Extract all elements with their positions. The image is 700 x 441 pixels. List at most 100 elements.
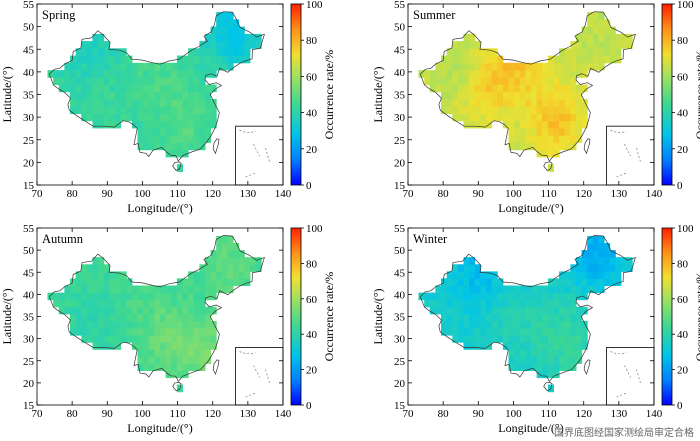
heatmap-cell — [570, 320, 577, 329]
heatmap-cell — [457, 84, 464, 93]
heatmap-cell — [452, 306, 459, 315]
heatmap-cell — [452, 313, 459, 322]
heatmap-cell — [143, 335, 150, 343]
heatmap-cell — [109, 120, 116, 129]
heatmap-cell — [570, 278, 577, 286]
heatmap-cell — [519, 106, 526, 114]
y-tick-label: 30 — [394, 112, 406, 124]
heatmap-cell — [137, 285, 144, 294]
heatmap-cell — [244, 33, 251, 42]
heatmap-cell — [598, 264, 605, 272]
colorbar-tick-label: 20 — [677, 365, 689, 377]
heatmap-cell — [160, 306, 167, 315]
heatmap-cell — [581, 257, 588, 265]
heatmap-cell — [508, 77, 515, 85]
heatmap-cell — [519, 356, 526, 364]
heatmap-cell — [193, 328, 200, 336]
heatmap-cell — [210, 99, 217, 107]
heatmap-cell — [176, 320, 183, 329]
heatmap-cell — [559, 363, 566, 371]
colorbar — [290, 3, 302, 186]
heatmap-cell — [525, 77, 532, 85]
heatmap-cell — [463, 113, 470, 122]
heatmap-cell — [98, 62, 105, 71]
heatmap-cell — [188, 328, 195, 336]
heatmap-cell — [86, 285, 93, 294]
heatmap-cell — [131, 342, 138, 350]
heatmap-cell — [131, 113, 138, 122]
heatmap-cell — [165, 99, 172, 107]
heatmap-cell — [171, 320, 178, 329]
heatmap-cell — [576, 349, 583, 357]
heatmap-cell — [519, 62, 526, 71]
heatmap-cell — [564, 313, 571, 322]
heatmap-cell — [497, 84, 504, 93]
heatmap-cell — [75, 62, 82, 71]
heatmap-cell — [227, 278, 234, 286]
y-tick-label: 55 — [394, 223, 406, 235]
heatmap-cell — [542, 70, 549, 78]
heatmap-cell — [514, 70, 521, 78]
y-tick-label: 40 — [23, 67, 35, 79]
heatmap-cell — [486, 335, 493, 343]
heatmap-cell — [160, 335, 167, 343]
heatmap-cell — [115, 285, 122, 294]
heatmap-cell — [171, 113, 178, 122]
y-tick-label: 20 — [394, 378, 406, 390]
heatmap-cell — [547, 142, 554, 151]
colorbar-tick-label: 80 — [677, 258, 689, 270]
colorbar-tick-label: 100 — [677, 0, 694, 11]
heatmap-cell — [463, 285, 470, 294]
heatmap-cell — [92, 106, 99, 114]
heatmap-cell — [480, 306, 487, 315]
heatmap-cell — [70, 99, 77, 107]
heatmap-cell — [188, 363, 195, 371]
heatmap-cell — [216, 19, 223, 28]
heatmap-cell — [98, 271, 105, 279]
heatmap-cell — [120, 55, 127, 64]
heatmap-cell — [598, 285, 605, 294]
heatmap-cell — [542, 306, 549, 315]
heatmap-cell — [210, 292, 217, 301]
heatmap-cell — [564, 292, 571, 301]
heatmap-cell — [182, 356, 189, 364]
heatmap-cell — [559, 292, 566, 301]
heatmap-cell — [188, 342, 195, 350]
heatmap-cell — [531, 349, 538, 357]
heatmap-cell — [452, 62, 459, 71]
heatmap-cell — [508, 342, 515, 350]
season-title: Autumn — [42, 232, 84, 246]
heatmap-cell — [92, 120, 99, 129]
heatmap-cell — [205, 313, 212, 322]
heatmap-cell — [564, 135, 571, 143]
heatmap-cell — [227, 243, 234, 251]
heatmap-cell — [120, 299, 127, 308]
heatmap-cell — [188, 48, 195, 56]
heatmap-cell — [154, 356, 161, 364]
heatmap-cell — [216, 278, 223, 286]
heatmap-cell — [176, 299, 183, 308]
heatmap-cell — [154, 349, 161, 357]
heatmap-cell — [519, 99, 526, 107]
heatmap-cell — [525, 70, 532, 78]
heatmap-cell — [486, 292, 493, 301]
heatmap-cell — [75, 77, 82, 85]
heatmap-cell — [171, 349, 178, 357]
heatmap-cell — [559, 77, 566, 85]
heatmap-cell — [233, 41, 240, 49]
heatmap-cell — [199, 91, 206, 100]
heatmap-cell — [491, 77, 498, 85]
heatmap-cell — [542, 142, 549, 151]
heatmap-cell — [604, 243, 611, 251]
heatmap-cell — [463, 91, 470, 100]
heatmap-cell — [424, 292, 431, 301]
heatmap-cell — [486, 113, 493, 122]
heatmap-cell — [469, 48, 476, 56]
heatmap-cell — [491, 292, 498, 301]
heatmap-cell — [126, 285, 133, 294]
heatmap-cell — [592, 264, 599, 272]
heatmap-cell — [188, 84, 195, 93]
heatmap-cell — [519, 77, 526, 85]
heatmap-cell — [519, 328, 526, 336]
colorbar-tick-label: 60 — [306, 294, 318, 306]
